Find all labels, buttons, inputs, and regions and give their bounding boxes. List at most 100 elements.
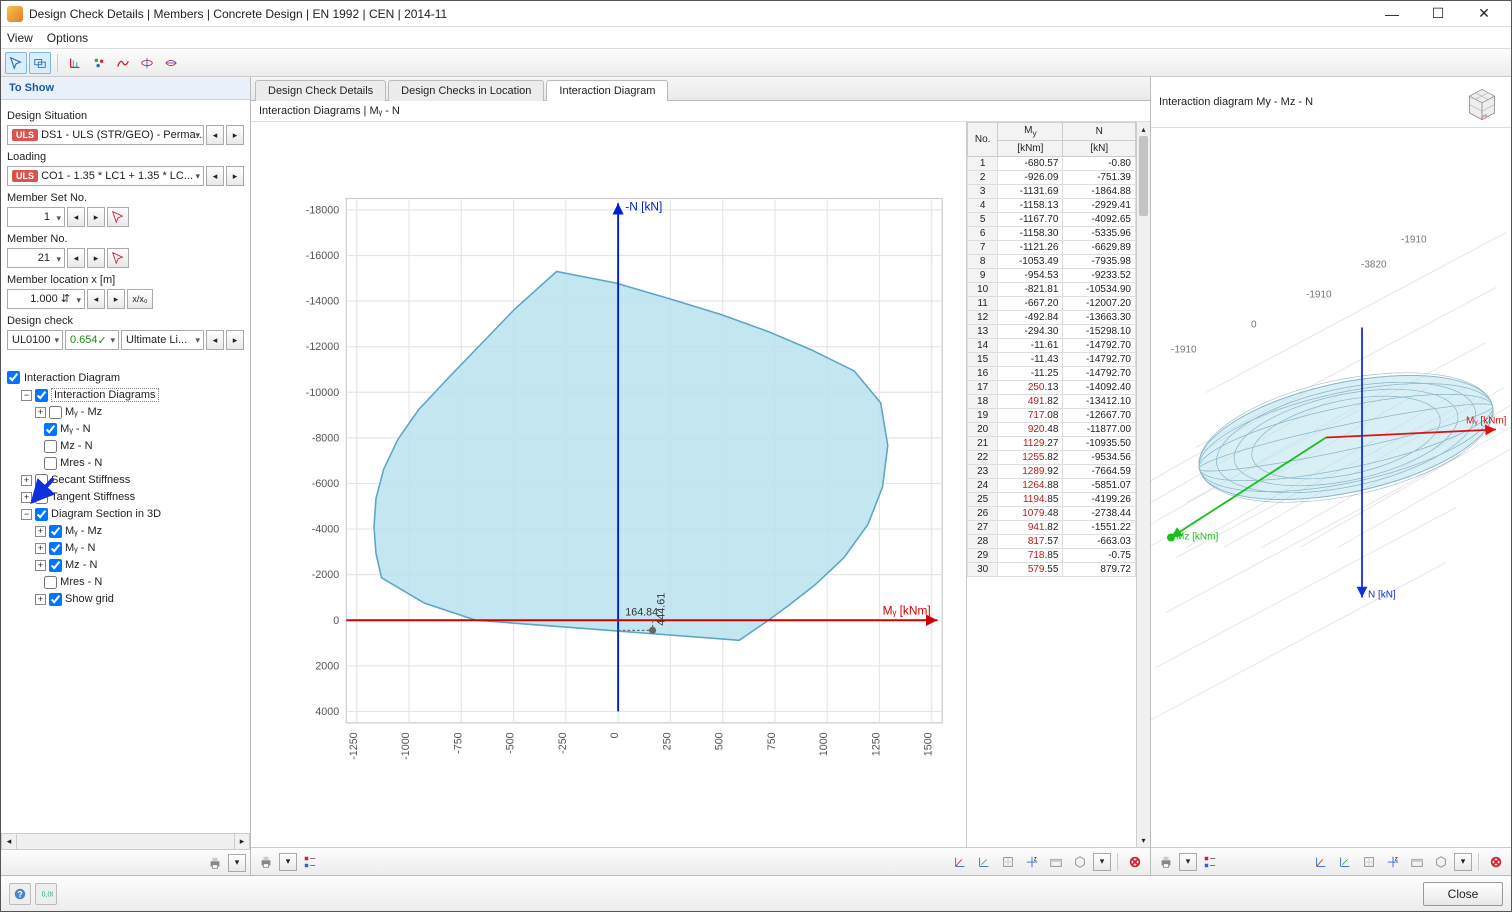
right-3d-view[interactable]: -1910-3820-19100-1910 Mᵧ [kNm]Mz [kNm]N … <box>1151 128 1511 847</box>
tab-design-checks-in-location[interactable]: Design Checks in Location <box>388 80 544 101</box>
dc-code-combo[interactable]: UL0100 <box>7 330 63 350</box>
svg-text:-2000: -2000 <box>312 569 339 581</box>
member-no-spinner[interactable]: 21 <box>7 248 65 268</box>
mn-pick-icon[interactable] <box>107 248 129 268</box>
svg-text:164.84: 164.84 <box>625 606 658 618</box>
dc-next-button[interactable]: ▸ <box>226 330 244 350</box>
center-tool-3-icon[interactable] <box>997 851 1019 873</box>
dc-type-combo[interactable]: Ultimate Li... <box>121 330 204 350</box>
center-print-dropdown[interactable]: ▾ <box>279 853 297 871</box>
left-hscroll[interactable]: ◂▸ <box>1 833 250 849</box>
right-heading: Interaction diagram My - Mz - N <box>1159 96 1313 108</box>
view-cube-icon[interactable] <box>1461 81 1503 123</box>
app-icon <box>7 6 23 22</box>
svg-text:-1910: -1910 <box>1306 290 1332 301</box>
svg-text:500: 500 <box>714 732 726 750</box>
toolbar-zoom-icon[interactable] <box>29 52 51 74</box>
right-tool-3-icon[interactable] <box>1358 851 1380 873</box>
mn-next-button[interactable]: ▸ <box>87 248 105 268</box>
interaction-data-table[interactable]: No.MyN[kNm][kN]1-680.57-0.802-926.09-751… <box>967 122 1136 577</box>
ml-next-button[interactable]: ▸ <box>107 289 125 309</box>
dc-ratio-combo[interactable]: 0.654 ✓ <box>65 330 119 350</box>
tab-interaction-diagram[interactable]: Interaction Diagram <box>546 80 668 101</box>
svg-text:?: ? <box>17 889 22 899</box>
svg-text:-1910: -1910 <box>1171 345 1197 356</box>
svg-text:N [kN]: N [kN] <box>1368 590 1396 601</box>
ms-next-button[interactable]: ▸ <box>87 207 105 227</box>
close-window-button[interactable]: ✕ <box>1461 1 1507 27</box>
right-tool-5-icon[interactable] <box>1406 851 1428 873</box>
toolbar-icon-3[interactable] <box>112 52 134 74</box>
maximize-button[interactable]: ☐ <box>1415 1 1461 27</box>
ms-pick-icon[interactable] <box>107 207 129 227</box>
center-tool-6-dropdown[interactable]: ▾ <box>1093 853 1111 871</box>
ds-prev-button[interactable]: ◂ <box>206 125 224 145</box>
right-tool-1-icon[interactable] <box>1310 851 1332 873</box>
interaction-diagram-checkbox[interactable] <box>7 371 20 384</box>
svg-text:2000: 2000 <box>315 660 339 672</box>
svg-text:0: 0 <box>1251 320 1257 331</box>
svg-text:-18000: -18000 <box>306 204 339 216</box>
diagram-tree[interactable]: −Interaction Diagrams +Mᵧ - Mz Mᵧ - N Mz… <box>7 387 244 608</box>
table-scrollbar[interactable]: ▴ ▾ <box>1136 122 1150 847</box>
dc-prev-button[interactable]: ◂ <box>206 330 224 350</box>
center-values-icon[interactable] <box>299 851 321 873</box>
right-tool-2-icon[interactable] <box>1334 851 1356 873</box>
center-tool-6-icon[interactable] <box>1069 851 1091 873</box>
close-button[interactable]: Close <box>1423 882 1503 906</box>
svg-text:-500: -500 <box>505 732 517 753</box>
member-loc-input[interactable]: 1.000 ⇵ <box>7 289 85 309</box>
center-tool-1-icon[interactable] <box>949 851 971 873</box>
svg-text:-3820: -3820 <box>1361 260 1387 271</box>
design-situation-combo[interactable]: ULS DS1 - ULS (STR/GEO) - Perma... <box>7 125 204 145</box>
loading-combo[interactable]: ULS CO1 - 1.35 * LC1 + 1.35 * LC... <box>7 166 204 186</box>
tab-design-check-details[interactable]: Design Check Details <box>255 80 386 101</box>
toolbar-icon-1[interactable] <box>64 52 86 74</box>
right-values-icon[interactable] <box>1199 851 1221 873</box>
svg-text:-1910: -1910 <box>1401 235 1427 246</box>
svg-text:0,00: 0,00 <box>42 891 53 898</box>
design-check-label: Design check <box>7 315 244 327</box>
center-print-icon[interactable] <box>255 851 277 873</box>
right-print-icon[interactable] <box>1155 851 1177 873</box>
left-print-icon[interactable] <box>204 852 226 874</box>
svg-text:-14000: -14000 <box>306 296 339 308</box>
left-print-dropdown[interactable]: ▾ <box>228 854 246 872</box>
right-tool-4-icon[interactable]: z <box>1382 851 1404 873</box>
ms-prev-button[interactable]: ◂ <box>67 207 85 227</box>
mn-prev-button[interactable]: ◂ <box>67 248 85 268</box>
right-tool-6-dropdown[interactable]: ▾ <box>1454 853 1472 871</box>
member-loc-label: Member location x [m] <box>7 274 244 286</box>
toolbar-select-icon[interactable] <box>5 52 27 74</box>
right-print-dropdown[interactable]: ▾ <box>1179 853 1197 871</box>
menu-options[interactable]: Options <box>47 31 88 45</box>
center-tool-4-icon[interactable]: z <box>1021 851 1043 873</box>
svg-text:1000: 1000 <box>818 732 830 756</box>
toolbar-icon-4[interactable] <box>136 52 158 74</box>
svg-text:-1250: -1250 <box>348 732 360 759</box>
footer-help-icon[interactable]: ? <box>9 883 31 905</box>
footer-units-icon[interactable]: 0,00 <box>35 883 57 905</box>
center-tabs: Design Check Details Design Checks in Lo… <box>251 77 1150 101</box>
toolbar-icon-2[interactable] <box>88 52 110 74</box>
loading-next-button[interactable]: ▸ <box>226 166 244 186</box>
svg-text:Mz [kNm]: Mz [kNm] <box>1176 532 1218 543</box>
minimize-button[interactable]: — <box>1369 1 1415 27</box>
loading-prev-button[interactable]: ◂ <box>206 166 224 186</box>
right-tool-6-icon[interactable] <box>1430 851 1452 873</box>
ds-next-button[interactable]: ▸ <box>226 125 244 145</box>
center-tool-2-icon[interactable] <box>973 851 995 873</box>
svg-text:-6000: -6000 <box>312 478 339 490</box>
right-reset-icon[interactable] <box>1485 851 1507 873</box>
ml-prev-button[interactable]: ◂ <box>87 289 105 309</box>
svg-text:0: 0 <box>609 732 621 738</box>
member-set-spinner[interactable]: 1 <box>7 207 65 227</box>
app-window: Design Check Details | Members | Concret… <box>0 0 1512 912</box>
svg-text:-8000: -8000 <box>312 432 339 444</box>
menu-view[interactable]: View <box>7 31 33 45</box>
center-reset-icon[interactable] <box>1124 851 1146 873</box>
center-tool-5-icon[interactable] <box>1045 851 1067 873</box>
svg-text:-12000: -12000 <box>306 341 339 353</box>
ml-xx0-button[interactable]: x/x₀ <box>127 289 153 309</box>
toolbar-icon-5[interactable] <box>160 52 182 74</box>
